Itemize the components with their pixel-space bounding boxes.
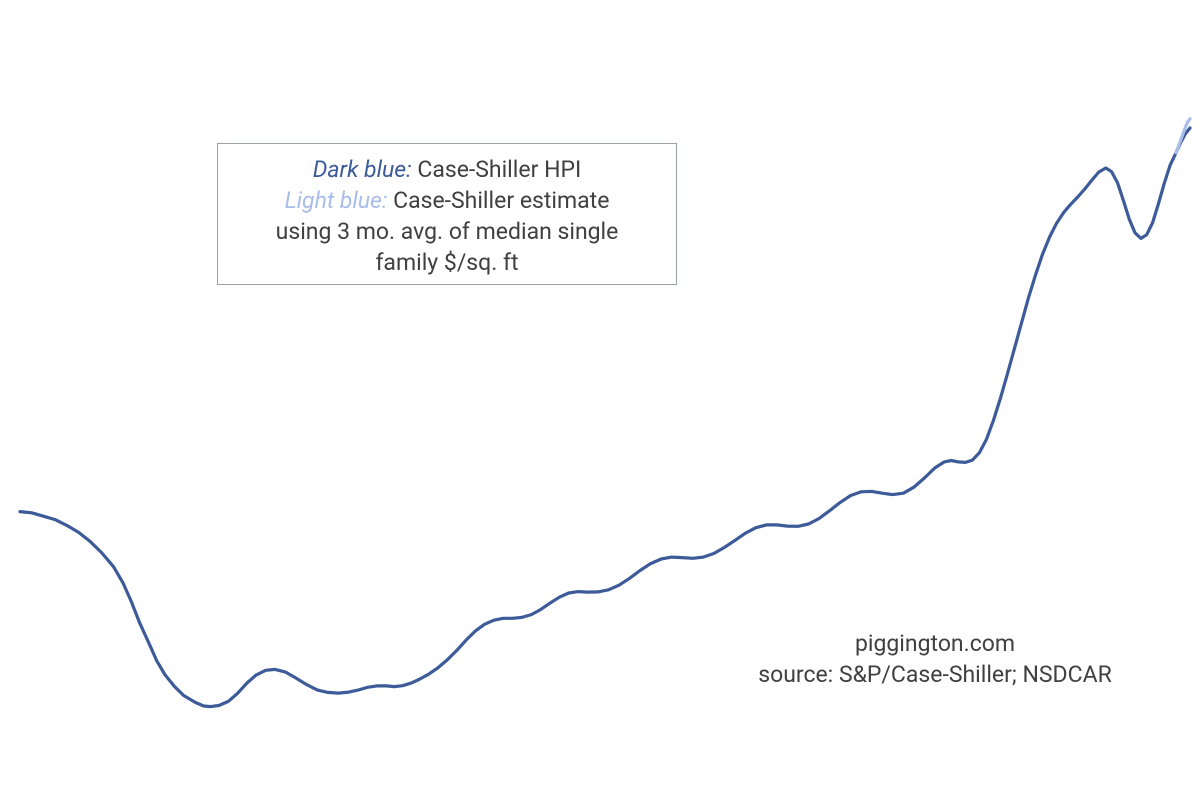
attribution-source: source: S&P/Case-Shiller; NSDCAR [700,659,1170,690]
legend-box: Dark blue: Case-Shiller HPI Light blue: … [217,143,677,285]
series-case_shiller_estimate [1176,119,1190,153]
attribution-site: piggington.com [700,628,1170,659]
legend-lightblue-text: Case-Shiller estimate [387,187,609,214]
legend-darkblue-text: Case-Shiller HPI [412,156,582,183]
legend-lightblue-label: Light blue: [285,187,388,214]
attribution: piggington.com source: S&P/Case-Shiller;… [700,628,1170,690]
legend-line4: family $/sq. ft [236,247,658,278]
legend-line3: using 3 mo. avg. of median single [236,216,658,247]
legend-darkblue-label: Dark blue: [313,156,412,183]
chart-container: Dark blue: Case-Shiller HPI Light blue: … [0,0,1200,801]
